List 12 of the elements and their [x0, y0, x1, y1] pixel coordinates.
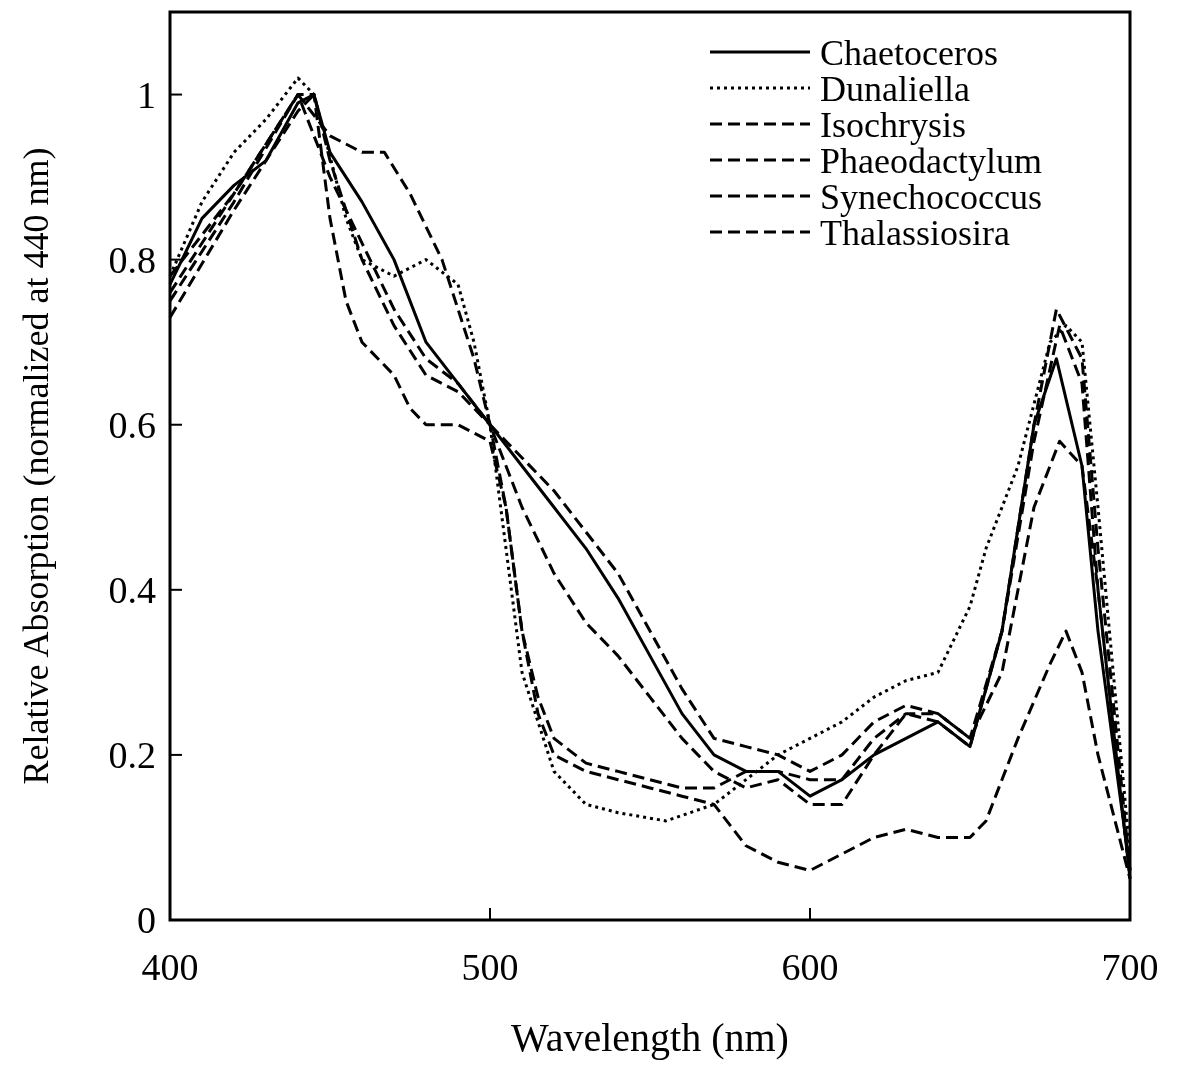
y-tick-label: 1	[137, 73, 156, 116]
x-axis-title: Wavelength (nm)	[511, 1015, 789, 1060]
y-axis-title: Relative Absorption (normalized at 440 nm)	[16, 147, 56, 785]
x-tick-label: 400	[141, 946, 199, 988]
y-tick-label: 0.4	[108, 569, 156, 612]
y-tick-label: 0.2	[108, 734, 156, 777]
x-tick-label: 500	[461, 946, 519, 988]
x-tick-label: 700	[1101, 946, 1159, 988]
y-tick-label: 0.8	[108, 238, 156, 281]
y-tick-label: 0	[137, 899, 156, 942]
x-tick-label: 600	[781, 946, 839, 988]
y-tick-label: 0.6	[108, 404, 156, 447]
